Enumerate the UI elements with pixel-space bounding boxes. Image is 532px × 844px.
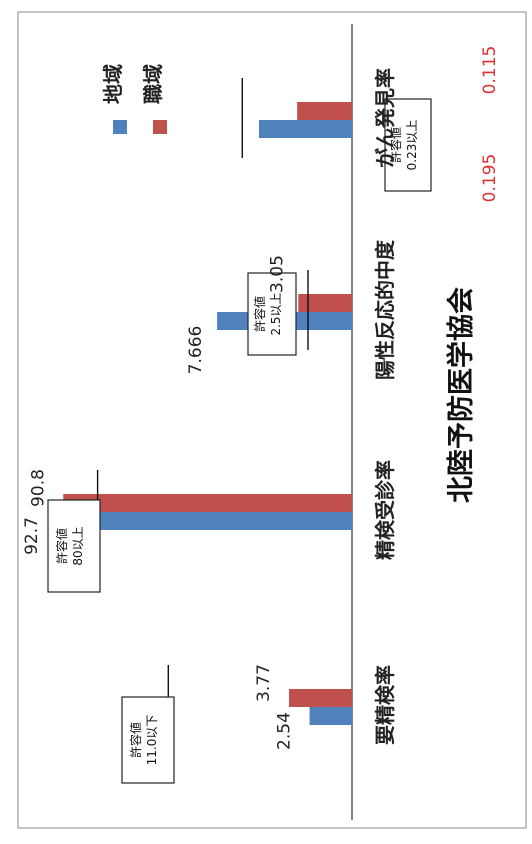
data-label-region-1: 92.7 [22,517,42,555]
chart-title: 北陸予防医学協会 [445,287,477,503]
bar-workplace-3 [297,102,352,120]
threshold-label-1-0: 許容値 [54,528,69,564]
data-label-workplace-1: 90.8 [28,469,48,507]
bar-region-3 [258,120,352,138]
data-label-region-2: 7.666 [186,326,206,375]
legend-label-0: 地域 [101,64,125,104]
threshold-box-3 [384,98,432,192]
bar-workplace-2 [298,294,352,312]
category-label-2: 陽性反応的中度 [373,239,397,380]
threshold-label-0-1: 11.0以下 [145,715,159,766]
bar-region-1 [57,512,353,530]
threshold-label-2-0: 許容値 [252,296,267,332]
bar-workplace-1 [63,494,352,512]
legend-swatch-0 [113,120,127,134]
legend-swatch-1 [153,120,167,134]
threshold-box-1 [47,499,101,593]
chart-frame [17,11,527,829]
category-label-0: 要精検率 [373,665,397,745]
legend-label-1: 職域 [141,64,165,104]
bar-region-0 [309,707,352,725]
data-label-workplace-3: 0.115 [480,46,500,95]
threshold-label-2-1: 2.5以上 [269,292,283,335]
data-label-region-0: 2.54 [275,712,295,750]
threshold-label-3-0: 許容値 [388,127,403,163]
data-label-workplace-2: 3.05 [267,255,287,293]
category-label-1: 精検受診率 [373,460,397,560]
threshold-label-0-0: 許容値 [128,722,143,758]
threshold-label-1-1: 80以上 [71,526,85,565]
threshold-box-0 [121,696,175,784]
data-label-region-3: 0.195 [480,154,500,203]
bar-workplace-0 [289,689,352,707]
data-label-workplace-0: 3.77 [254,664,274,702]
threshold-label-3-1: 0.23以上 [405,120,419,171]
category-label-3: がん発見率 [373,68,397,168]
threshold-box-2 [247,272,297,356]
